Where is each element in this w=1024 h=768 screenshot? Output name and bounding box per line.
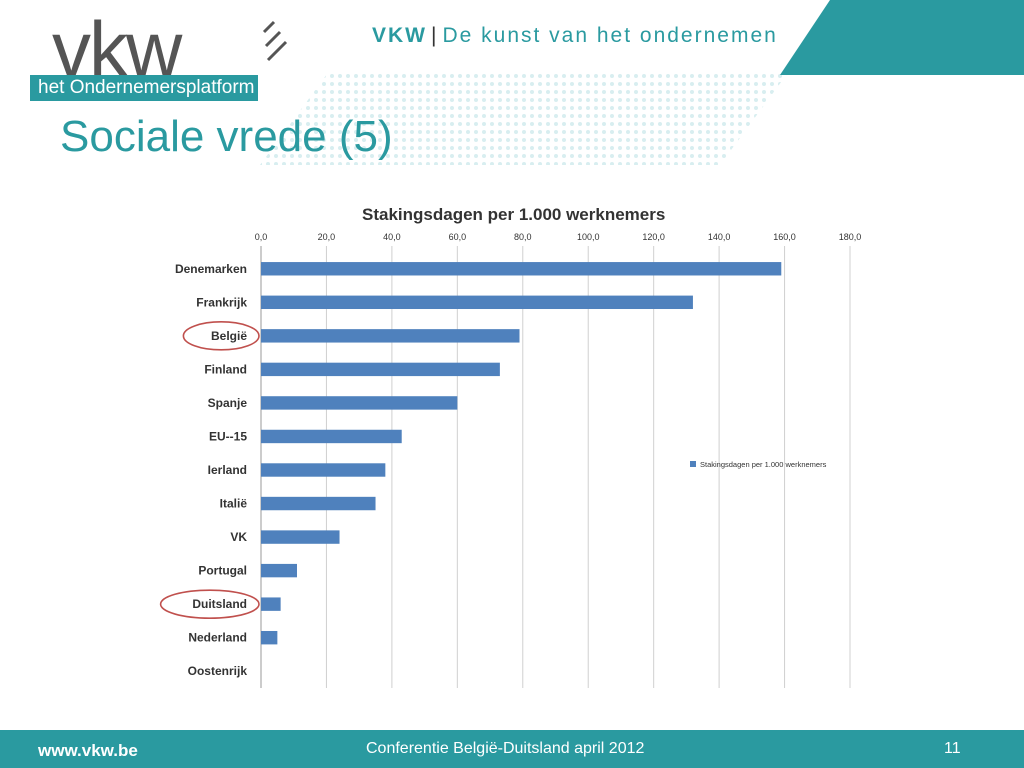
x-tick-label: 100,0 xyxy=(577,232,600,242)
logo-subtitle: het Ondernemersplatform xyxy=(30,75,258,101)
x-tick-label: 40,0 xyxy=(383,232,401,242)
category-label: Italië xyxy=(220,497,248,511)
logo-letters: vkw xyxy=(52,14,183,84)
bar xyxy=(261,530,340,544)
bar xyxy=(261,329,520,343)
x-tick-label: 80,0 xyxy=(514,232,532,242)
category-label: EU--15 xyxy=(209,429,247,443)
bar xyxy=(261,262,782,276)
bar xyxy=(261,463,386,477)
header-separator: | xyxy=(431,24,439,47)
footer-conference: Conferentie België-Duitsland april 2012 xyxy=(366,740,645,757)
category-label: Nederland xyxy=(188,631,247,645)
footer-url: www.vkw.be xyxy=(38,741,138,760)
bar xyxy=(261,295,693,310)
bar xyxy=(261,396,458,410)
bar xyxy=(261,429,402,444)
highlight-circle xyxy=(159,589,260,619)
category-label: Ierland xyxy=(208,463,247,477)
x-tick-label: 0,0 xyxy=(255,232,268,242)
header-tagline: VKW | De kunst van het ondernemen xyxy=(372,24,778,48)
bar xyxy=(261,496,376,511)
bar xyxy=(261,563,297,578)
x-tick-label: 60,0 xyxy=(449,232,467,242)
bar-chart: 0,0 20,0 40,0 60,0 80,0 100,0 120,0 140,0 160,0 1… xyxy=(159,232,862,688)
slide-title: Sociale vrede (5) xyxy=(60,112,393,161)
x-tick-label: 160,0 xyxy=(773,232,796,242)
header-tagline-text: De kunst van het ondernemen xyxy=(442,24,778,47)
page-number: 11 xyxy=(944,740,961,757)
slide-header: vkw het Ondernemersplatform VKW | De kunst… xyxy=(0,0,1024,165)
legend-label: Stakingsdagen per 1.000 werknemers xyxy=(700,460,827,469)
vkw-logo: vkw xyxy=(52,14,288,84)
chart-title: Stakingsdagen per 1.000 werknemers xyxy=(362,205,666,224)
x-tick-label: 120,0 xyxy=(642,232,665,242)
x-tick-label: 20,0 xyxy=(318,232,336,242)
category-label: Finland xyxy=(204,362,247,376)
category-label: Denemarken xyxy=(175,262,247,276)
category-label: België xyxy=(211,329,247,343)
category-label: Spanje xyxy=(208,396,248,410)
category-label: Duitsland xyxy=(192,597,247,611)
header-decoration xyxy=(260,0,1024,165)
header-brand: VKW xyxy=(372,24,427,47)
bar xyxy=(261,597,281,611)
corner-accent-shape xyxy=(780,0,1024,75)
category-label: Oostenrijk xyxy=(188,664,248,678)
x-tick-label: 180,0 xyxy=(839,232,862,242)
bar xyxy=(261,362,500,377)
x-tick-label: 140,0 xyxy=(708,232,731,242)
dot-pattern-band xyxy=(260,70,790,165)
bar xyxy=(261,630,278,645)
highlight-circle xyxy=(182,321,260,351)
category-label: VK xyxy=(230,530,247,544)
legend-swatch xyxy=(690,461,696,467)
category-label: Frankrijk xyxy=(196,295,247,309)
category-label: Portugal xyxy=(198,564,247,578)
slide-footer: www.vkw.be Conferentie België-Duitsland … xyxy=(0,730,1024,768)
